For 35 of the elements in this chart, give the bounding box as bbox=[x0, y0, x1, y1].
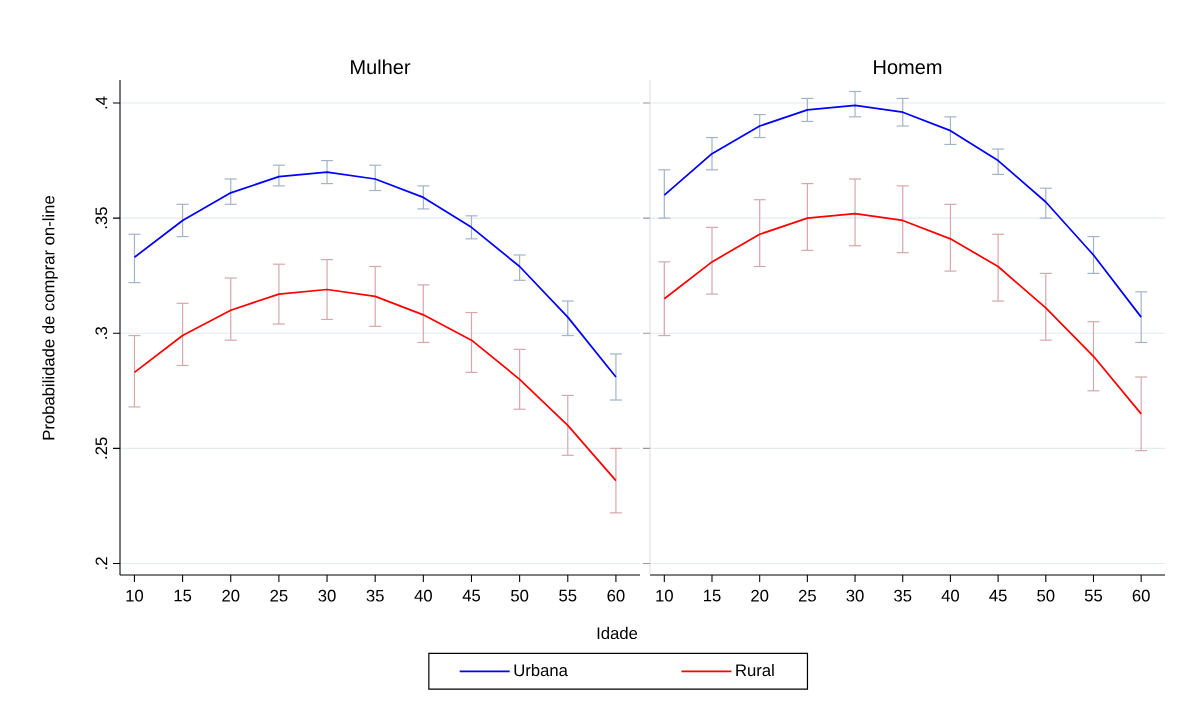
y-tick-label: .3 bbox=[95, 327, 108, 339]
x-tick-label: 25 bbox=[798, 589, 816, 602]
x-tick-label: 15 bbox=[704, 589, 721, 602]
y-tick-label: .2 bbox=[95, 557, 108, 569]
chart-title: Mulher bbox=[351, 59, 411, 75]
x-tick-label: 55 bbox=[559, 589, 577, 602]
x-tick-label: 10 bbox=[656, 589, 673, 602]
x-tick-label: 15 bbox=[174, 589, 192, 602]
legend-label: Urbana bbox=[514, 663, 568, 677]
line-series bbox=[133, 171, 617, 378]
y-tick-label: .25 bbox=[95, 437, 108, 459]
x-axis-title: Idade bbox=[597, 626, 638, 640]
x-tick-label: 40 bbox=[941, 589, 960, 602]
x-tick-label: 20 bbox=[751, 589, 769, 602]
chart-title: Homem bbox=[874, 60, 942, 75]
x-tick-label: 45 bbox=[462, 589, 481, 602]
x-tick-label: 40 bbox=[414, 589, 432, 602]
x-tick-label: 25 bbox=[270, 589, 288, 602]
x-tick-label: 30 bbox=[846, 589, 864, 602]
x-tick-label: 60 bbox=[1132, 589, 1150, 602]
y-tick-label: .35 bbox=[95, 207, 108, 229]
line-series bbox=[133, 288, 617, 482]
x-tick-label: 20 bbox=[222, 589, 240, 602]
x-tick-label: 60 bbox=[607, 589, 625, 602]
x-tick-label: 35 bbox=[894, 589, 912, 602]
x-tick-label: 55 bbox=[1084, 589, 1103, 602]
y-axis-title: Probabilidade de comprar on-line bbox=[42, 196, 58, 440]
y-tick-label: .4 bbox=[95, 96, 108, 109]
x-tick-label: 35 bbox=[366, 589, 384, 602]
x-tick-label: 30 bbox=[318, 589, 336, 602]
x-tick-label: 50 bbox=[511, 589, 529, 602]
x-tick-label: 50 bbox=[1037, 589, 1055, 602]
x-tick-label: 45 bbox=[989, 589, 1007, 602]
x-tick-label: 10 bbox=[126, 589, 144, 602]
legend-label: Rural bbox=[736, 663, 774, 677]
